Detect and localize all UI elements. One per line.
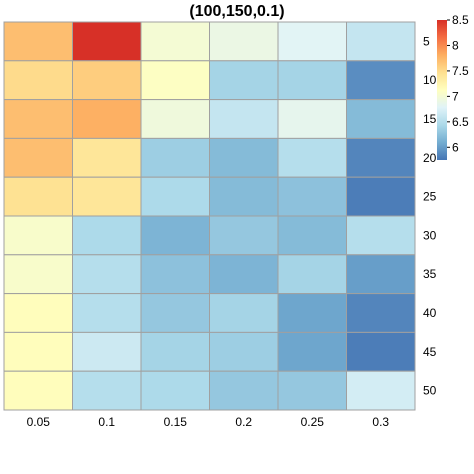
heatmap-cell bbox=[277, 137, 347, 178]
heatmap-cell bbox=[72, 370, 142, 411]
heatmap-cell bbox=[140, 176, 210, 217]
heatmap-cell bbox=[209, 99, 279, 139]
heatmap-cell bbox=[3, 176, 73, 217]
colorbar-tick-label: 7 bbox=[452, 89, 459, 103]
heatmap-cell bbox=[277, 60, 347, 101]
column-label: 0.05 bbox=[27, 415, 51, 429]
colorbar-tick-label: 8.5 bbox=[452, 13, 469, 27]
row-labels: 5 10 15 20 25 30 35 40 45 50 bbox=[423, 34, 437, 397]
heatmap-cell bbox=[346, 254, 416, 295]
heatmap-cell bbox=[277, 293, 347, 333]
heatmap-cell bbox=[346, 215, 416, 256]
heatmap-cell bbox=[346, 293, 416, 333]
heatmap-cell bbox=[3, 137, 73, 178]
heatmap-cell bbox=[72, 215, 142, 256]
heatmap-cell bbox=[3, 60, 73, 101]
heatmap-cells bbox=[3, 21, 416, 411]
heatmap-cell bbox=[346, 99, 416, 139]
heatmap-cell bbox=[209, 60, 279, 101]
colorbar-gradient bbox=[437, 20, 447, 160]
heatmap-cell bbox=[140, 60, 210, 101]
heatmap-cell bbox=[209, 293, 279, 333]
heatmap-cell bbox=[3, 21, 73, 62]
column-label: 0.1 bbox=[98, 415, 115, 429]
heatmap-cell bbox=[72, 99, 142, 139]
heatmap-cell bbox=[277, 370, 347, 411]
heatmap-cell bbox=[209, 21, 279, 62]
column-label: 0.2 bbox=[235, 415, 252, 429]
row-label: 25 bbox=[423, 190, 437, 204]
colorbar-tick-label: 6 bbox=[452, 140, 459, 154]
heatmap-cell bbox=[72, 293, 142, 333]
row-label: 10 bbox=[423, 73, 437, 87]
heatmap-cell bbox=[140, 215, 210, 256]
row-label: 45 bbox=[423, 345, 437, 359]
heatmap-cell bbox=[346, 60, 416, 101]
heatmap-cell bbox=[3, 99, 73, 139]
row-label: 5 bbox=[423, 34, 430, 48]
heatmap-cell bbox=[140, 293, 210, 333]
heatmap-cell bbox=[277, 215, 347, 256]
column-labels: 0.05 0.1 0.15 0.2 0.25 0.3 bbox=[27, 415, 390, 429]
heatmap-cell bbox=[140, 21, 210, 62]
heatmap-cell bbox=[277, 21, 347, 62]
colorbar-ticks: 8.5 8 7.5 7 6.5 6 bbox=[447, 13, 469, 154]
heatmap-cell bbox=[209, 137, 279, 178]
heatmap-cell bbox=[209, 215, 279, 256]
colorbar-tick-label: 7.5 bbox=[452, 64, 469, 78]
heatmap-cell bbox=[346, 137, 416, 178]
heatmap-cell bbox=[346, 176, 416, 217]
heatmap-cell bbox=[346, 370, 416, 411]
row-label: 20 bbox=[423, 151, 437, 165]
column-label: 0.25 bbox=[301, 415, 325, 429]
chart-title: (100,150,0.1) bbox=[189, 3, 284, 20]
row-label: 30 bbox=[423, 228, 437, 242]
column-label: 0.3 bbox=[372, 415, 389, 429]
row-label: 40 bbox=[423, 306, 437, 320]
row-label: 35 bbox=[423, 267, 437, 281]
heatmap-cell bbox=[3, 254, 73, 295]
heatmap-cell bbox=[140, 137, 210, 178]
heatmap-cell bbox=[72, 137, 142, 178]
heatmap-cell bbox=[72, 331, 142, 372]
heatmap-cell bbox=[72, 176, 142, 217]
row-label: 15 bbox=[423, 112, 437, 126]
heatmap-cell bbox=[209, 254, 279, 295]
heatmap-cell bbox=[277, 176, 347, 217]
heatmap-cell bbox=[277, 331, 347, 372]
heatmap-cell bbox=[72, 21, 142, 62]
colorbar: 8.5 8 7.5 7 6.5 6 bbox=[437, 13, 469, 160]
heatmap-cell bbox=[140, 254, 210, 295]
heatmap-cell bbox=[209, 331, 279, 372]
heatmap-cell bbox=[346, 331, 416, 372]
heatmap-cell bbox=[72, 254, 142, 295]
heatmap-cell bbox=[277, 99, 347, 139]
heatmap-cell bbox=[140, 99, 210, 139]
heatmap-cell bbox=[140, 331, 210, 372]
heatmap-cell bbox=[3, 293, 73, 333]
heatmap-cell bbox=[3, 215, 73, 256]
heatmap-cell bbox=[209, 176, 279, 217]
heatmap-cell bbox=[346, 21, 416, 62]
heatmap-cell bbox=[72, 60, 142, 101]
heatmap-cell bbox=[277, 254, 347, 295]
colorbar-tick-label: 8 bbox=[452, 38, 459, 52]
row-label: 50 bbox=[423, 384, 437, 398]
heatmap-cell bbox=[140, 370, 210, 411]
heatmap-cell bbox=[3, 331, 73, 372]
heatmap-cell bbox=[3, 370, 73, 411]
colorbar-tick-label: 6.5 bbox=[452, 115, 469, 129]
heatmap-cell bbox=[209, 370, 279, 411]
column-label: 0.15 bbox=[164, 415, 188, 429]
